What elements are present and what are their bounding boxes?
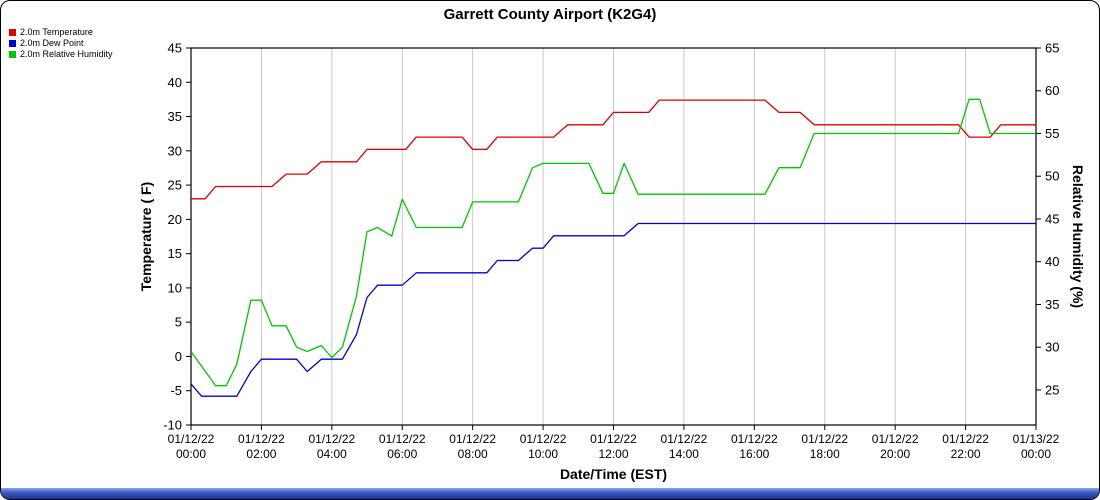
left-tick-label: 10 <box>168 280 182 295</box>
chart-canvas: -10 -5 0 5 10 15 20 25 30 35 40 45 25 30 35 40 45 50 55 60 6… <box>138 41 1086 483</box>
x-axis-title: Date/Time (EST) <box>560 466 667 482</box>
left-tick-label: 25 <box>168 178 182 193</box>
right-tick-label: 25 <box>1045 382 1059 397</box>
x-tick-label-date: 01/12/22 <box>590 432 637 446</box>
left-axis-title: Temperature ( F) <box>138 182 154 291</box>
x-tick-label-date: 01/12/22 <box>872 432 919 446</box>
x-tick-label-time: 00:00 <box>176 447 206 461</box>
x-tick-label-time: 00:00 <box>1021 447 1051 461</box>
left-tick-label: 40 <box>168 75 182 90</box>
chart-legend: 2.0m Temperature 2.0m Dew Point 2.0m Rel… <box>9 28 113 61</box>
left-tick-label: 15 <box>168 246 182 261</box>
legend-swatch-dew-point <box>9 40 16 47</box>
x-tick-label-date: 01/12/22 <box>449 432 496 446</box>
x-tick-label-time: 14:00 <box>669 447 699 461</box>
x-tick-label-date: 01/12/22 <box>520 432 567 446</box>
bottom-bar <box>1 488 1099 499</box>
x-tick-label-date: 01/12/22 <box>238 432 285 446</box>
left-tick-label: 5 <box>175 315 182 330</box>
left-tick-label: 45 <box>168 41 182 56</box>
series-line-dew-point <box>190 222 1036 397</box>
right-tick-label: 45 <box>1045 211 1059 226</box>
x-tick-label-time: 02:00 <box>246 447 276 461</box>
legend-swatch-relative-humidity <box>9 51 16 58</box>
x-tick-label-time: 04:00 <box>317 447 347 461</box>
right-axis-title: Relative Humidity (%) <box>1070 165 1086 308</box>
x-tick-label-date: 01/12/22 <box>379 432 426 446</box>
legend-item-relative-humidity: 2.0m Relative Humidity <box>9 50 113 59</box>
x-tick-label-date: 01/12/22 <box>308 432 355 446</box>
x-tick-label-time: 08:00 <box>458 447 488 461</box>
legend-label-relative-humidity: 2.0m Relative Humidity <box>20 49 113 59</box>
legend-swatch-temperature <box>9 29 16 36</box>
legend-item-temperature: 2.0m Temperature <box>9 28 113 37</box>
x-tick-label-date: 01/12/22 <box>942 432 989 446</box>
x-tick-label-time: 20:00 <box>880 447 910 461</box>
series-line-temperature <box>191 99 1036 200</box>
right-tick-label: 40 <box>1045 254 1059 269</box>
x-tick-label-time: 16:00 <box>739 447 769 461</box>
legend-item-dew-point: 2.0m Dew Point <box>9 39 113 48</box>
x-tick-label-time: 22:00 <box>951 447 981 461</box>
x-tick-label-date: 01/12/22 <box>731 432 778 446</box>
left-tick-label: 30 <box>168 143 182 158</box>
right-tick-label: 65 <box>1045 41 1059 56</box>
series-line-relative-humidity <box>190 98 1036 387</box>
legend-label-temperature: 2.0m Temperature <box>20 27 93 37</box>
left-tick-label: -5 <box>170 383 182 398</box>
left-tick-label: 35 <box>168 109 182 124</box>
x-tick-label-time: 06:00 <box>387 447 417 461</box>
right-tick-label: 55 <box>1045 126 1059 141</box>
legend-label-dew-point: 2.0m Dew Point <box>20 38 84 48</box>
x-tick-label-time: 18:00 <box>810 447 840 461</box>
x-tick-label-date: 01/12/22 <box>168 432 215 446</box>
right-tick-label: 30 <box>1045 340 1059 355</box>
left-tick-label: 20 <box>168 212 182 227</box>
right-tick-label: 60 <box>1045 83 1059 98</box>
x-tick-label-date: 01/12/22 <box>661 432 708 446</box>
x-tick-label-date: 01/13/22 <box>1013 432 1060 446</box>
right-tick-label: 35 <box>1045 297 1059 312</box>
right-tick-label: 50 <box>1045 169 1059 184</box>
x-tick-label-time: 10:00 <box>528 447 558 461</box>
x-tick-label-date: 01/12/22 <box>801 432 848 446</box>
left-tick-label: -10 <box>163 418 182 433</box>
x-tick-label-time: 12:00 <box>598 447 628 461</box>
left-tick-label: 0 <box>175 349 182 364</box>
page-title: Garrett County Airport (K2G4) <box>443 6 657 23</box>
